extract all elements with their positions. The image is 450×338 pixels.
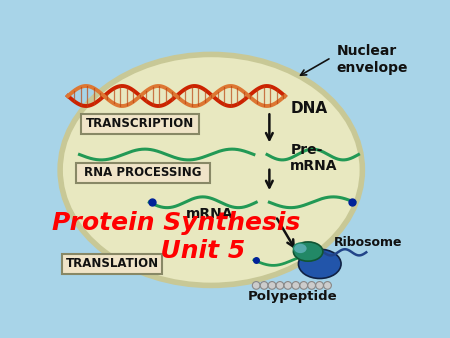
Circle shape bbox=[324, 282, 331, 289]
Circle shape bbox=[308, 282, 315, 289]
Text: Pre-
mRNA: Pre- mRNA bbox=[290, 143, 338, 173]
FancyBboxPatch shape bbox=[81, 114, 199, 134]
Text: RNA PROCESSING: RNA PROCESSING bbox=[84, 167, 202, 179]
Circle shape bbox=[284, 282, 292, 289]
Circle shape bbox=[300, 282, 308, 289]
Text: mRNA: mRNA bbox=[186, 207, 234, 221]
Ellipse shape bbox=[298, 249, 341, 279]
Ellipse shape bbox=[60, 54, 362, 285]
FancyBboxPatch shape bbox=[76, 163, 210, 183]
Text: Nuclear
envelope: Nuclear envelope bbox=[337, 44, 408, 75]
Circle shape bbox=[268, 282, 276, 289]
Circle shape bbox=[260, 282, 268, 289]
Circle shape bbox=[316, 282, 324, 289]
Circle shape bbox=[276, 282, 284, 289]
Circle shape bbox=[292, 282, 300, 289]
Text: Polypeptide: Polypeptide bbox=[248, 290, 338, 304]
Text: Protein Synthesis
      Unit 5: Protein Synthesis Unit 5 bbox=[52, 211, 301, 263]
Text: Ribosome: Ribosome bbox=[334, 236, 402, 249]
Circle shape bbox=[252, 282, 260, 289]
Ellipse shape bbox=[293, 243, 307, 254]
Text: TRANSLATION: TRANSLATION bbox=[66, 257, 158, 270]
Ellipse shape bbox=[293, 242, 323, 261]
FancyBboxPatch shape bbox=[62, 254, 162, 274]
Text: TRANSCRIPTION: TRANSCRIPTION bbox=[86, 117, 194, 130]
Text: DNA: DNA bbox=[290, 101, 328, 116]
